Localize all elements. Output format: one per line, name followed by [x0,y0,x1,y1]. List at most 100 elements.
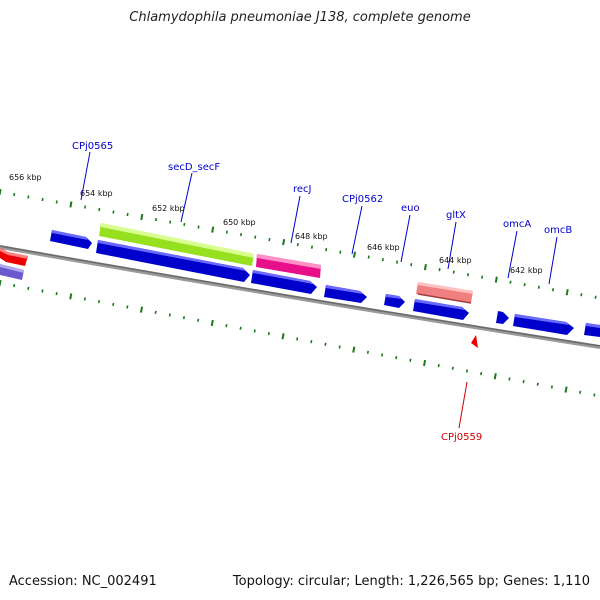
gene-feature-forward-1[interactable] [50,230,92,249]
page-title: Chlamydophila pneumoniae J138, complete … [129,10,471,25]
tick-mark [112,210,115,214]
gene-feature-red[interactable] [0,248,28,266]
gene-label-euo[interactable]: euo [401,203,420,214]
gene-label-CPj0559[interactable]: CPj0559 [441,432,482,443]
tick-mark [139,306,144,313]
tick-mark [183,222,186,227]
gene-feature-blue-3[interactable] [324,285,367,303]
tick-mark [210,319,214,327]
tick-label: 656 kbp [9,173,42,182]
tick-mark [84,205,87,209]
genome-summary-text: Topology: circular; Length: 1,226,565 bp… [232,574,590,589]
gene-feature-blue-6[interactable] [496,311,509,324]
tick-mark [182,316,186,320]
gene-feature-lavender[interactable] [0,264,24,280]
tick-mark [523,283,526,287]
tick-mark [296,337,299,341]
gene-label-CPj0562[interactable]: CPj0562 [342,194,383,205]
accession-text: Accession: NC_002491 [9,574,157,589]
tick-label: 654 kbp [80,189,113,198]
tick-mark [551,288,555,292]
tick-mark [465,369,469,373]
tick-mark [239,326,242,330]
tick-label: 648 kbp [295,232,328,241]
gene-feature-blue-5[interactable] [413,299,469,320]
tick-mark [112,302,115,306]
tick-mark [97,300,101,304]
gene-feature-gltX[interactable] [416,282,473,304]
tick-mark [580,293,583,297]
tick-mark [579,390,582,394]
tick-mark [41,197,44,202]
tick-mark [522,379,525,384]
tick-mark [197,225,200,229]
tick-mark [13,284,16,288]
label-leaders [80,151,558,429]
tick-mark [409,358,412,362]
tick-mark [154,310,157,314]
tick-mark [564,386,568,393]
tick-mark [55,292,58,296]
tick-mark [41,289,44,293]
gene-label-omcA[interactable]: omcA [503,219,531,230]
tick-mark [126,305,129,309]
tick-mark [296,242,299,247]
tick-mark [565,289,569,296]
tick-mark [225,324,228,328]
gene-label-gltX[interactable]: gltX [446,210,466,221]
gene-feature-secD-secF[interactable] [99,223,254,266]
gene-feature-blue-2[interactable] [251,270,317,294]
tick-mark [98,207,101,212]
tick-mark [494,276,498,283]
gene-feature-blue-8[interactable] [584,323,600,337]
tick-mark [225,230,228,234]
tick-mark [509,280,512,284]
gene-feature-blue-4[interactable] [384,294,405,308]
gene-labels: CPj0565 secD_secF recJ CPj0562 euo gltX … [72,141,572,443]
tick-mark [381,258,384,262]
tick-mark [325,248,328,252]
tick-mark [423,264,427,271]
tick-mark [396,260,399,264]
tick-mark [69,293,73,300]
gene-feature-blue-long[interactable] [96,240,250,282]
tick-mark [168,313,171,317]
inner-tick-ring [0,279,596,397]
tick-mark [268,237,271,242]
tick-mark [493,373,497,380]
tick-mark [281,333,285,340]
tick-mark [267,332,270,336]
tick-mark [339,250,342,254]
tick-mark [422,359,427,367]
tick-mark [594,295,597,299]
tick-mark [154,217,158,222]
tick-label: 644 kbp [439,256,472,265]
tick-mark [366,350,369,354]
gene-label-omcB[interactable]: omcB [544,225,572,236]
gene-label-secD-secF[interactable]: secD_secF [168,162,220,173]
tick-mark [410,263,413,267]
tick-label: 646 kbp [367,243,400,252]
gene-label-CPj0565[interactable]: CPj0565 [72,141,113,152]
tick-mark [437,363,440,368]
tick-mark [211,226,215,233]
tick-mark [537,285,540,289]
gene-feature-recJ[interactable] [256,254,321,278]
gene-feature-blue-7[interactable] [513,314,574,335]
tick-mark [169,220,172,224]
tick-mark [140,213,144,221]
tick-mark [69,201,73,208]
tick-mark [395,356,398,360]
gene-feature-CPj0559[interactable] [471,335,478,348]
tick-mark [508,377,511,381]
tick-mark [466,273,470,277]
tick-mark [254,235,257,239]
tick-label: 650 kbp [223,218,256,227]
tick-mark [126,212,129,217]
tick-mark [451,366,454,370]
tick-mark [452,270,455,274]
gene-label-recJ[interactable]: recJ [293,184,312,195]
tick-mark [27,286,30,290]
tick-mark [310,245,314,249]
